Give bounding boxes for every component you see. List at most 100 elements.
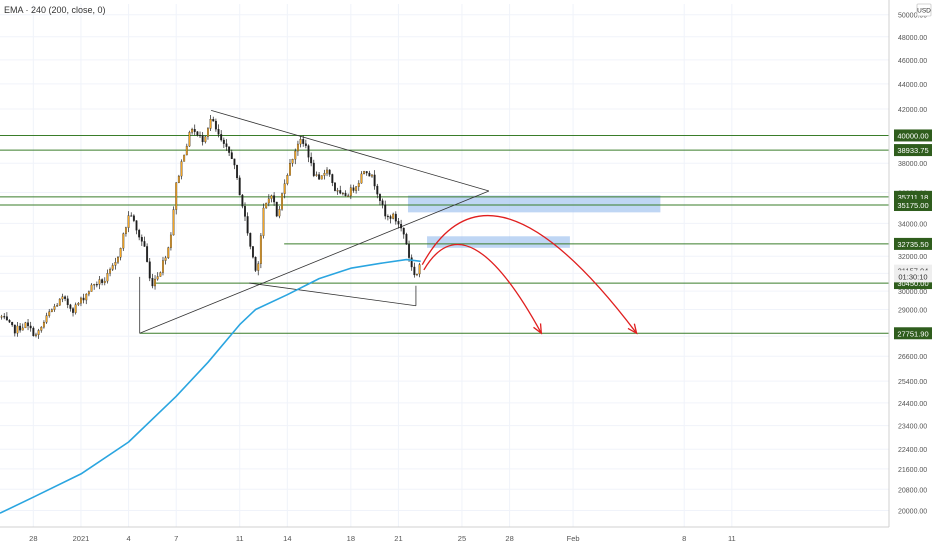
price-tick-label: 42000.00 <box>898 107 927 114</box>
candle-body <box>246 216 249 234</box>
candle-body <box>175 182 178 210</box>
candle-body <box>365 171 368 174</box>
candle-body <box>228 146 231 153</box>
candle-body <box>143 241 146 247</box>
candle-body <box>299 139 302 145</box>
time-tick-label: 18 <box>347 534 355 543</box>
candle-body <box>270 195 273 199</box>
time-tick-label: Feb <box>567 534 580 543</box>
time-tick-label: 7 <box>174 534 178 543</box>
time-tick-label: 2021 <box>73 534 90 543</box>
candle-body <box>191 129 194 133</box>
price-tick-label: 21600.00 <box>898 467 927 474</box>
candle-body <box>135 220 138 231</box>
candle-body <box>408 244 410 258</box>
price-tick-label: 29000.00 <box>898 307 927 314</box>
candle-body <box>140 237 143 242</box>
candle-body <box>21 327 24 331</box>
resistance-zone <box>407 195 661 213</box>
candle-body <box>331 174 334 184</box>
candle-body <box>304 143 307 146</box>
candle-body <box>225 143 228 147</box>
level-badge-label: 38933.75 <box>897 146 928 155</box>
candle-body <box>177 175 180 183</box>
time-tick-label: 25 <box>458 534 466 543</box>
level-badge <box>894 129 932 142</box>
candle-body <box>241 194 244 207</box>
triangle-line <box>211 109 490 192</box>
currency-box <box>916 3 932 17</box>
currency-label: USD <box>917 8 931 15</box>
price-tick-label: 34000.00 <box>898 221 927 228</box>
candle-body <box>201 135 204 143</box>
candle-body <box>16 325 19 334</box>
time-tick-label: 28 <box>505 534 513 543</box>
time-tick-label: 4 <box>127 534 131 543</box>
candle-body <box>127 215 130 228</box>
candle-body <box>109 269 112 274</box>
candle-body <box>24 322 27 329</box>
candle-body <box>341 192 344 195</box>
candle-body <box>19 325 22 331</box>
candle-body <box>413 266 416 276</box>
level-badge <box>894 199 932 212</box>
countdown-label: 01:30:10 <box>898 272 927 281</box>
candle-body <box>146 246 149 262</box>
candle-body <box>371 174 373 177</box>
candle-body <box>334 182 336 191</box>
candle-body <box>154 278 156 287</box>
candle-body <box>273 195 276 203</box>
candle-body <box>310 157 313 164</box>
indicator-legend[interactable]: EMA · 240 (200, close, 0) <box>4 5 106 15</box>
level-badge-label: 32735.50 <box>897 240 928 249</box>
candle-body <box>40 326 43 331</box>
candle-body <box>400 224 403 229</box>
candle-body <box>363 171 366 175</box>
level-badge-label: 35711.18 <box>898 193 929 202</box>
candle-body <box>355 186 358 191</box>
candle-body <box>162 260 164 273</box>
candle-body <box>111 265 114 270</box>
candle-body <box>32 327 35 337</box>
candle-body <box>85 293 88 301</box>
price-tick-label: 46000.00 <box>898 58 927 65</box>
candle-body <box>3 316 6 318</box>
candle-body <box>347 195 350 197</box>
candle-body <box>90 284 93 292</box>
candle-body <box>312 162 315 176</box>
candle-body <box>278 209 281 217</box>
time-tick-label: 8 <box>682 534 686 543</box>
candle-body <box>117 257 119 263</box>
candle-body <box>27 322 29 327</box>
candle-body <box>77 303 80 305</box>
candle-body <box>236 164 239 179</box>
arrow-head <box>533 323 543 335</box>
candle-body <box>172 209 175 236</box>
candle-body <box>265 202 268 209</box>
candle-body <box>286 175 289 184</box>
candle-body <box>122 233 125 249</box>
candle-body <box>214 120 217 130</box>
resistance-zone <box>427 236 570 248</box>
candle-body <box>244 206 246 217</box>
level-badge-label: 30450.00 <box>897 279 928 288</box>
candle-body <box>64 296 67 299</box>
candle-body <box>95 284 98 286</box>
candle-body <box>376 185 379 195</box>
candle-body <box>69 304 72 309</box>
candle-body <box>119 248 122 258</box>
candle-body <box>101 279 104 283</box>
candle-body <box>80 297 82 304</box>
candle-body <box>410 257 413 268</box>
level-badge <box>894 144 932 157</box>
candle-body <box>307 145 310 158</box>
price-tick-label: 38000.00 <box>898 161 927 168</box>
candle-body <box>315 174 318 176</box>
candle-body <box>124 227 127 234</box>
candle-body <box>349 187 352 196</box>
candle-body <box>386 215 389 218</box>
candle-body <box>61 296 64 300</box>
candle-body <box>5 316 8 321</box>
